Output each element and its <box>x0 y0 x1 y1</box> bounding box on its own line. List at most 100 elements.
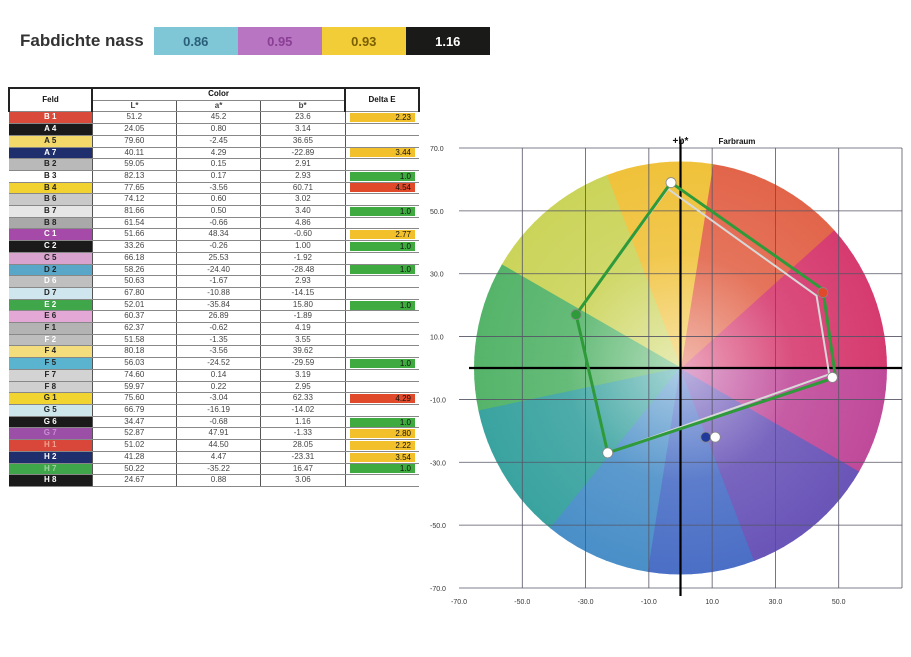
x-tick-label: 10.0 <box>705 599 719 606</box>
l-cell: 74.12 <box>91 193 178 207</box>
b-cell: -1.33 <box>260 427 346 441</box>
a-cell: -0.68 <box>176 416 262 429</box>
table-row: G 5 66.79 -16.19 -14.02 <box>9 404 419 417</box>
sample-point <box>665 177 677 188</box>
l-cell: 51.02 <box>91 439 178 452</box>
delta-e-value: 2.22 <box>349 440 415 450</box>
a-cell: -1.67 <box>176 275 262 288</box>
delta-e-cell: 1.0 <box>345 240 419 253</box>
table-row: D 6 50.63 -1.67 2.93 <box>9 275 419 288</box>
b-cell: 3.06 <box>260 474 346 487</box>
b-cell: 4.19 <box>260 322 346 335</box>
l-cell: 24.67 <box>91 474 178 487</box>
density-black: 1.16 <box>405 27 490 55</box>
sample-point <box>817 287 829 298</box>
density-row: Fabdichte nass 0.86 0.95 0.93 1.16 <box>20 26 490 56</box>
field-cell: E 2 <box>9 299 92 312</box>
b-cell: 1.00 <box>260 240 346 253</box>
b-cell: 60.71 <box>260 182 346 195</box>
l-cell: 51.58 <box>91 334 178 347</box>
delta-e-value: 1.0 <box>349 241 415 251</box>
a-cell: -35.22 <box>176 463 262 476</box>
density-magenta: 0.95 <box>237 27 322 55</box>
x-tick-label: -30.0 <box>578 599 594 606</box>
measurement-table: Feld Color Delta E L* a* b* B 1 51.2 45.2 2… <box>8 86 420 487</box>
a-cell: -3.56 <box>176 345 262 359</box>
table-row: B 6 74.12 0.60 3.02 <box>9 193 419 207</box>
b-cell: 3.19 <box>260 369 346 382</box>
delta-e-value: 1.0 <box>349 464 415 474</box>
l-cell: 52.87 <box>91 427 178 441</box>
a-cell: 48.34 <box>176 228 262 242</box>
a-cell: 25.53 <box>176 252 262 265</box>
x-tick-label: -10.0 <box>641 599 657 606</box>
l-cell: 61.54 <box>91 217 178 230</box>
table-body: B 1 51.2 45.2 23.6 2.23 A 4 24.05 0.80 3.14 A 5 79… <box>9 111 419 487</box>
delta-e-cell <box>345 334 419 347</box>
l-cell: 40.11 <box>91 147 178 160</box>
field-cell: G 7 <box>9 427 92 441</box>
delta-e-cell: 2.23 <box>345 111 419 125</box>
b-cell: 36.65 <box>260 135 346 148</box>
a-cell: -24.52 <box>176 357 262 370</box>
l-cell: 77.65 <box>91 182 178 195</box>
delta-e-cell <box>345 404 419 417</box>
field-cell: A 5 <box>9 135 92 148</box>
l-cell: 33.26 <box>91 240 178 253</box>
b-cell: 3.55 <box>260 334 346 347</box>
field-cell: B 2 <box>9 158 92 171</box>
a-cell: -35.84 <box>176 299 262 312</box>
a-cell: -0.62 <box>176 322 262 335</box>
table-row: D 7 67.80 -10.88 -14.15 <box>9 287 419 300</box>
l-cell: 56.03 <box>91 357 178 370</box>
delta-e-cell: 1.0 <box>345 463 419 476</box>
gamut-outline <box>574 181 838 455</box>
delta-e-value: 1.0 <box>349 265 415 275</box>
delta-e-value: 2.80 <box>349 429 415 439</box>
sample-point <box>826 372 838 383</box>
density-title: Fabdichte nass <box>20 31 144 50</box>
delta-e-cell <box>345 217 419 230</box>
field-cell: D 6 <box>9 275 92 288</box>
table-row: B 4 77.65 -3.56 60.71 4.54 <box>9 182 419 195</box>
y-tick-label: -10.0 <box>430 397 446 404</box>
field-cell: H 2 <box>9 451 92 464</box>
header-l: L* <box>91 100 178 113</box>
field-cell: B 1 <box>9 111 92 125</box>
table-row: A 4 24.05 0.80 3.14 <box>9 123 419 136</box>
delta-e-cell: 2.77 <box>345 228 419 242</box>
l-cell: 59.97 <box>91 381 178 394</box>
table-row: F 4 80.18 -3.56 39.62 <box>9 345 419 359</box>
delta-e-cell <box>345 369 419 382</box>
l-cell: 51.66 <box>91 228 178 242</box>
field-cell: H 8 <box>9 474 92 487</box>
field-cell: F 2 <box>9 334 92 347</box>
b-cell: 15.80 <box>260 299 346 312</box>
y-tick-label: -50.0 <box>430 523 446 530</box>
table-row: F 2 51.58 -1.35 3.55 <box>9 334 419 347</box>
delta-e-value: 3.44 <box>349 148 415 158</box>
a-cell: 0.14 <box>176 369 262 382</box>
b-cell: 1.16 <box>260 416 346 429</box>
field-cell: B 7 <box>9 205 92 218</box>
b-cell: 2.95 <box>260 381 346 394</box>
delta-e-value: 1.0 <box>349 359 415 369</box>
a-cell: 0.22 <box>176 381 262 394</box>
a-cell: -3.56 <box>176 182 262 195</box>
b-cell: 16.47 <box>260 463 346 476</box>
a-cell: -3.04 <box>176 392 262 405</box>
delta-e-value: 4.29 <box>349 394 415 404</box>
field-cell: B 6 <box>9 193 92 207</box>
table-row: A 5 79.60 -2.45 36.65 <box>9 135 419 148</box>
table-row: F 5 56.03 -24.52 -29.59 1.0 <box>9 357 419 370</box>
density-cyan: 0.86 <box>153 27 238 55</box>
b-cell: 28.05 <box>260 439 346 452</box>
y-axis-label: +b* <box>673 136 689 147</box>
l-cell: 51.2 <box>91 111 178 125</box>
a-cell: 4.47 <box>176 451 262 464</box>
delta-e-cell <box>345 135 419 148</box>
table-row: H 7 50.22 -35.22 16.47 1.0 <box>9 463 419 476</box>
b-cell: 3.02 <box>260 193 346 207</box>
b-cell: -23.31 <box>260 451 346 464</box>
a-cell: 47.91 <box>176 427 262 441</box>
